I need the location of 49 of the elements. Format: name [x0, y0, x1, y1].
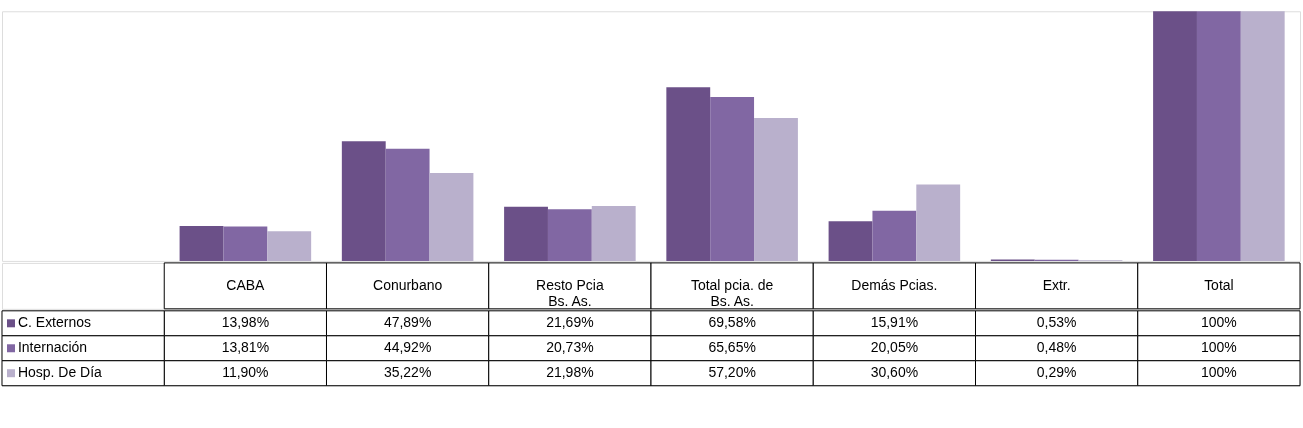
data-label: 65,65% [708, 339, 756, 356]
bar [828, 221, 873, 261]
bar [179, 226, 224, 261]
data-label: 0,53% [1036, 314, 1077, 331]
x-tick-label: Resto Pcia Bs. As. [536, 276, 604, 309]
bar [429, 172, 474, 261]
bar [385, 148, 430, 261]
bar [591, 206, 636, 261]
bar [666, 87, 711, 261]
data-label: 44,92% [383, 339, 432, 356]
bar [1240, 11, 1285, 261]
x-tick-label: Total pcia. de Bs. As. [690, 276, 774, 309]
legend-label: C. Externos [17, 314, 91, 331]
legend-label: Hosp. De Día [17, 364, 103, 381]
x-tick-label: Demás Pcias. [851, 276, 938, 293]
bar [916, 184, 961, 261]
data-label: 47,89% [383, 314, 432, 331]
bar [267, 231, 312, 261]
data-label: 20,05% [870, 339, 919, 356]
bar [1196, 11, 1241, 261]
data-label: 11,90% [222, 364, 269, 381]
data-label: 100% [1201, 314, 1237, 331]
bar [754, 118, 798, 261]
x-tick-label: Conurbano [373, 276, 443, 293]
data-label: 20,73% [546, 339, 594, 356]
data-label: 0,29% [1036, 364, 1077, 381]
legend-label: Internación [17, 339, 88, 356]
bar [872, 210, 917, 261]
bar [710, 97, 755, 261]
data-label: 13,98% [221, 314, 270, 331]
data-label: 13,81% [221, 339, 270, 356]
data-label: 100% [1201, 339, 1237, 356]
data-label: 21,69% [546, 314, 594, 331]
bar [223, 226, 268, 261]
bar [504, 206, 548, 261]
data-label: 15,91% [870, 314, 919, 331]
data-label: 35,22% [383, 364, 432, 381]
x-tick-label: CABA [226, 276, 266, 293]
data-label: 57,20% [708, 364, 756, 381]
x-tick-label: Extr. [1042, 276, 1071, 293]
bar [1153, 11, 1197, 261]
bar [341, 141, 386, 261]
data-label: 21,98% [546, 364, 594, 381]
bar [547, 209, 592, 261]
data-label: 30,60% [870, 364, 919, 381]
data-label: 100% [1201, 364, 1237, 381]
data-label: 69,58% [708, 314, 756, 331]
data-label: 0,48% [1036, 339, 1077, 356]
x-tick-label: Total [1204, 276, 1234, 293]
